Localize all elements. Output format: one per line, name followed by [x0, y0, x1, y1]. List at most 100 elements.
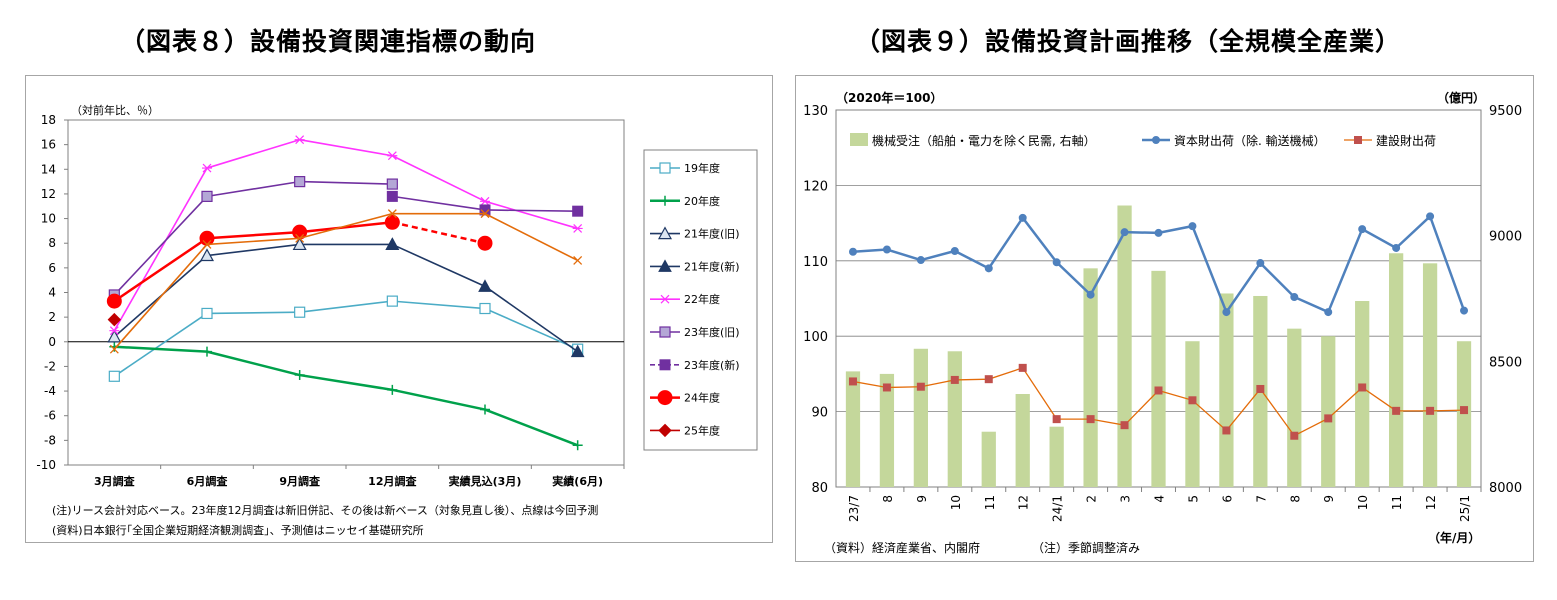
chart9-panel: （2020年＝100） （億円） 80 90 100 110 120 130 8000 850… — [795, 75, 1534, 562]
data-point — [572, 224, 583, 233]
x-tick-label: 23/7 — [847, 495, 861, 522]
bar — [1355, 301, 1370, 487]
x-tick-label: 実績(6月) — [552, 474, 603, 488]
legend-label: 20年度 — [684, 194, 720, 208]
series-line-segment — [299, 180, 393, 185]
data-point — [109, 341, 120, 352]
data-point — [573, 256, 583, 265]
data-point — [387, 384, 398, 395]
chart9-title: （図表９）設備投資計画推移（全規模全産業） — [855, 27, 1402, 56]
y-tick-label: 8 — [48, 236, 56, 250]
data-point — [1392, 406, 1401, 415]
series-line-segment — [484, 200, 578, 230]
data-point — [107, 312, 122, 327]
data-point — [572, 205, 584, 217]
data-point — [109, 326, 120, 336]
data-point — [1086, 290, 1095, 299]
x-tick-label: 12 — [1017, 495, 1031, 510]
data-point — [1358, 383, 1367, 392]
y-tick-label: -2 — [44, 359, 56, 373]
x-tick-label: 実績見込(3月) — [449, 474, 522, 488]
data-point — [106, 293, 122, 309]
y-tick-label: 6 — [48, 261, 56, 275]
data-point — [1018, 363, 1027, 372]
data-point — [108, 370, 120, 382]
data-point — [950, 246, 959, 255]
legend-marker — [657, 390, 673, 406]
chart8-title: （図表８）設備投資関連指標の動向 — [120, 27, 537, 56]
data-point — [1086, 415, 1095, 424]
series-line-segment — [206, 237, 300, 246]
series-line-segment — [113, 237, 208, 303]
y-tick-label: 80 — [811, 481, 828, 496]
bar — [1083, 268, 1098, 487]
x-tick-label: 9月調査 — [279, 474, 320, 488]
x-tick-label: 6月調査 — [187, 474, 228, 488]
data-point — [480, 196, 490, 206]
data-point — [1052, 415, 1061, 424]
y-tick-label: 100 — [803, 330, 828, 345]
chart8-svg: （対前年比、％） -10 -8 -6 -4 -2 0 2 4 6 8 10 12 14 16 18 3月調査 6… — [36, 103, 758, 537]
legend-marker — [657, 226, 673, 240]
y2-tick-label: 9000 — [1489, 230, 1522, 245]
series-6 — [386, 190, 584, 217]
data-point — [202, 239, 212, 249]
bar — [1117, 205, 1132, 488]
bar — [1321, 336, 1336, 487]
series-line-segment — [206, 350, 300, 377]
series-line-segment — [484, 408, 579, 447]
data-point — [199, 248, 215, 262]
legend-label: 21年度(旧) — [684, 227, 740, 241]
data-point — [916, 256, 925, 265]
series-line-segment — [392, 243, 486, 288]
bar — [913, 348, 928, 487]
y2-tick-label: 9500 — [1489, 104, 1522, 119]
bar — [1422, 263, 1438, 487]
legend-marker — [1354, 136, 1362, 144]
data-point — [1290, 292, 1299, 301]
x-tick-label: 10 — [1356, 495, 1370, 510]
data-point — [1460, 306, 1469, 315]
data-point — [1052, 258, 1061, 267]
x-tick-label: 24/1 — [1051, 495, 1065, 522]
series-7 — [106, 214, 493, 309]
data-point — [1120, 228, 1129, 237]
bar — [1049, 426, 1064, 487]
data-point — [1324, 414, 1333, 423]
legend-bar-swatch — [850, 133, 868, 146]
y-tick-label: 110 — [803, 255, 828, 270]
x-tick-label: 7 — [1254, 495, 1268, 503]
legend-marker — [659, 162, 671, 174]
legend-label: 23年度(新) — [684, 358, 740, 372]
y-tick-label: -8 — [44, 433, 56, 447]
data-point — [1392, 243, 1401, 252]
legend-marker — [660, 294, 670, 304]
chart8-note: (注)リース会計対応ベース。23年度12月調査は新旧併記、その後は新ベース（対象… — [52, 503, 598, 517]
data-point — [1222, 426, 1231, 435]
legend-label: 資本財出荷（除. 輸送機械） — [1174, 133, 1326, 148]
data-point — [386, 178, 398, 190]
chart9-left-unit: （2020年＝100） — [836, 90, 942, 105]
y-tick-label: 120 — [803, 179, 828, 194]
line-series — [848, 212, 1469, 317]
y-tick-label: 0 — [48, 335, 56, 349]
data-point — [294, 135, 305, 145]
chart9-note: （注）季節調整済み — [1032, 540, 1140, 555]
data-point — [950, 375, 959, 384]
series-line-segment — [392, 388, 486, 411]
series-4 — [109, 135, 583, 336]
y-tick-label: 10 — [41, 212, 56, 226]
series-9 — [109, 209, 583, 354]
series-line-segment — [484, 212, 579, 262]
series-line-segment — [299, 300, 393, 314]
bar — [879, 373, 895, 487]
data-point — [882, 383, 891, 392]
x-tick-label: 5 — [1186, 495, 1200, 503]
data-point — [570, 344, 585, 358]
data-point — [479, 302, 491, 315]
series-3 — [385, 237, 585, 358]
chart9-source: （資料）経済産業省、内閣府 — [824, 540, 980, 555]
series-line-segment — [392, 221, 486, 245]
series-line-segment — [484, 209, 578, 212]
data-point — [1324, 308, 1333, 317]
